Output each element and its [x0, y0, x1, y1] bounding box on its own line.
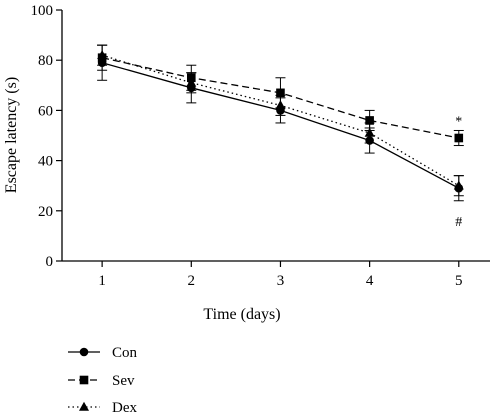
x-tick-label: 2 — [188, 273, 196, 289]
series-con — [97, 44, 464, 202]
x-tick-label: 1 — [98, 273, 106, 289]
data-point — [365, 116, 374, 125]
legend-label: Dex — [112, 400, 137, 416]
y-tick-label: 0 — [46, 254, 54, 270]
significance-marker: * — [455, 114, 462, 129]
series-sev — [97, 44, 464, 147]
legend-item-sev: Sev — [68, 373, 135, 389]
legend-marker — [79, 401, 89, 411]
legend-label: Con — [112, 345, 138, 361]
data-point — [276, 88, 285, 98]
y-axis-title: Escape latency (s) — [3, 77, 20, 193]
axes: 0 20 40 60 80 100 1 2 3 4 5 — [31, 3, 490, 289]
x-axis-title: Time (days) — [203, 306, 280, 323]
y-tick-label: 20 — [38, 204, 53, 220]
legend-item-dex: Dex — [68, 400, 137, 416]
annotations: *# — [455, 114, 462, 229]
y-tick-label: 60 — [38, 103, 53, 119]
data-point — [365, 136, 374, 145]
data-point — [276, 106, 285, 115]
series-layer — [97, 44, 464, 202]
legend-marker — [79, 375, 89, 385]
x-tick-label: 4 — [366, 273, 374, 289]
data-point — [454, 133, 464, 143]
y-tick-label: 80 — [38, 53, 53, 69]
significance-marker: # — [455, 215, 462, 230]
data-point — [186, 83, 196, 93]
data-point — [97, 58, 107, 68]
legend-label: Sev — [112, 373, 135, 389]
data-point — [454, 183, 464, 193]
legend-marker — [79, 347, 89, 357]
y-tick-label: 40 — [38, 154, 53, 170]
legend: Con Sev Dex — [68, 345, 138, 416]
x-tick-label: 3 — [277, 273, 285, 289]
x-tick-label: 5 — [455, 273, 463, 289]
y-tick-label: 100 — [31, 3, 54, 19]
legend-item-con: Con — [68, 345, 138, 361]
